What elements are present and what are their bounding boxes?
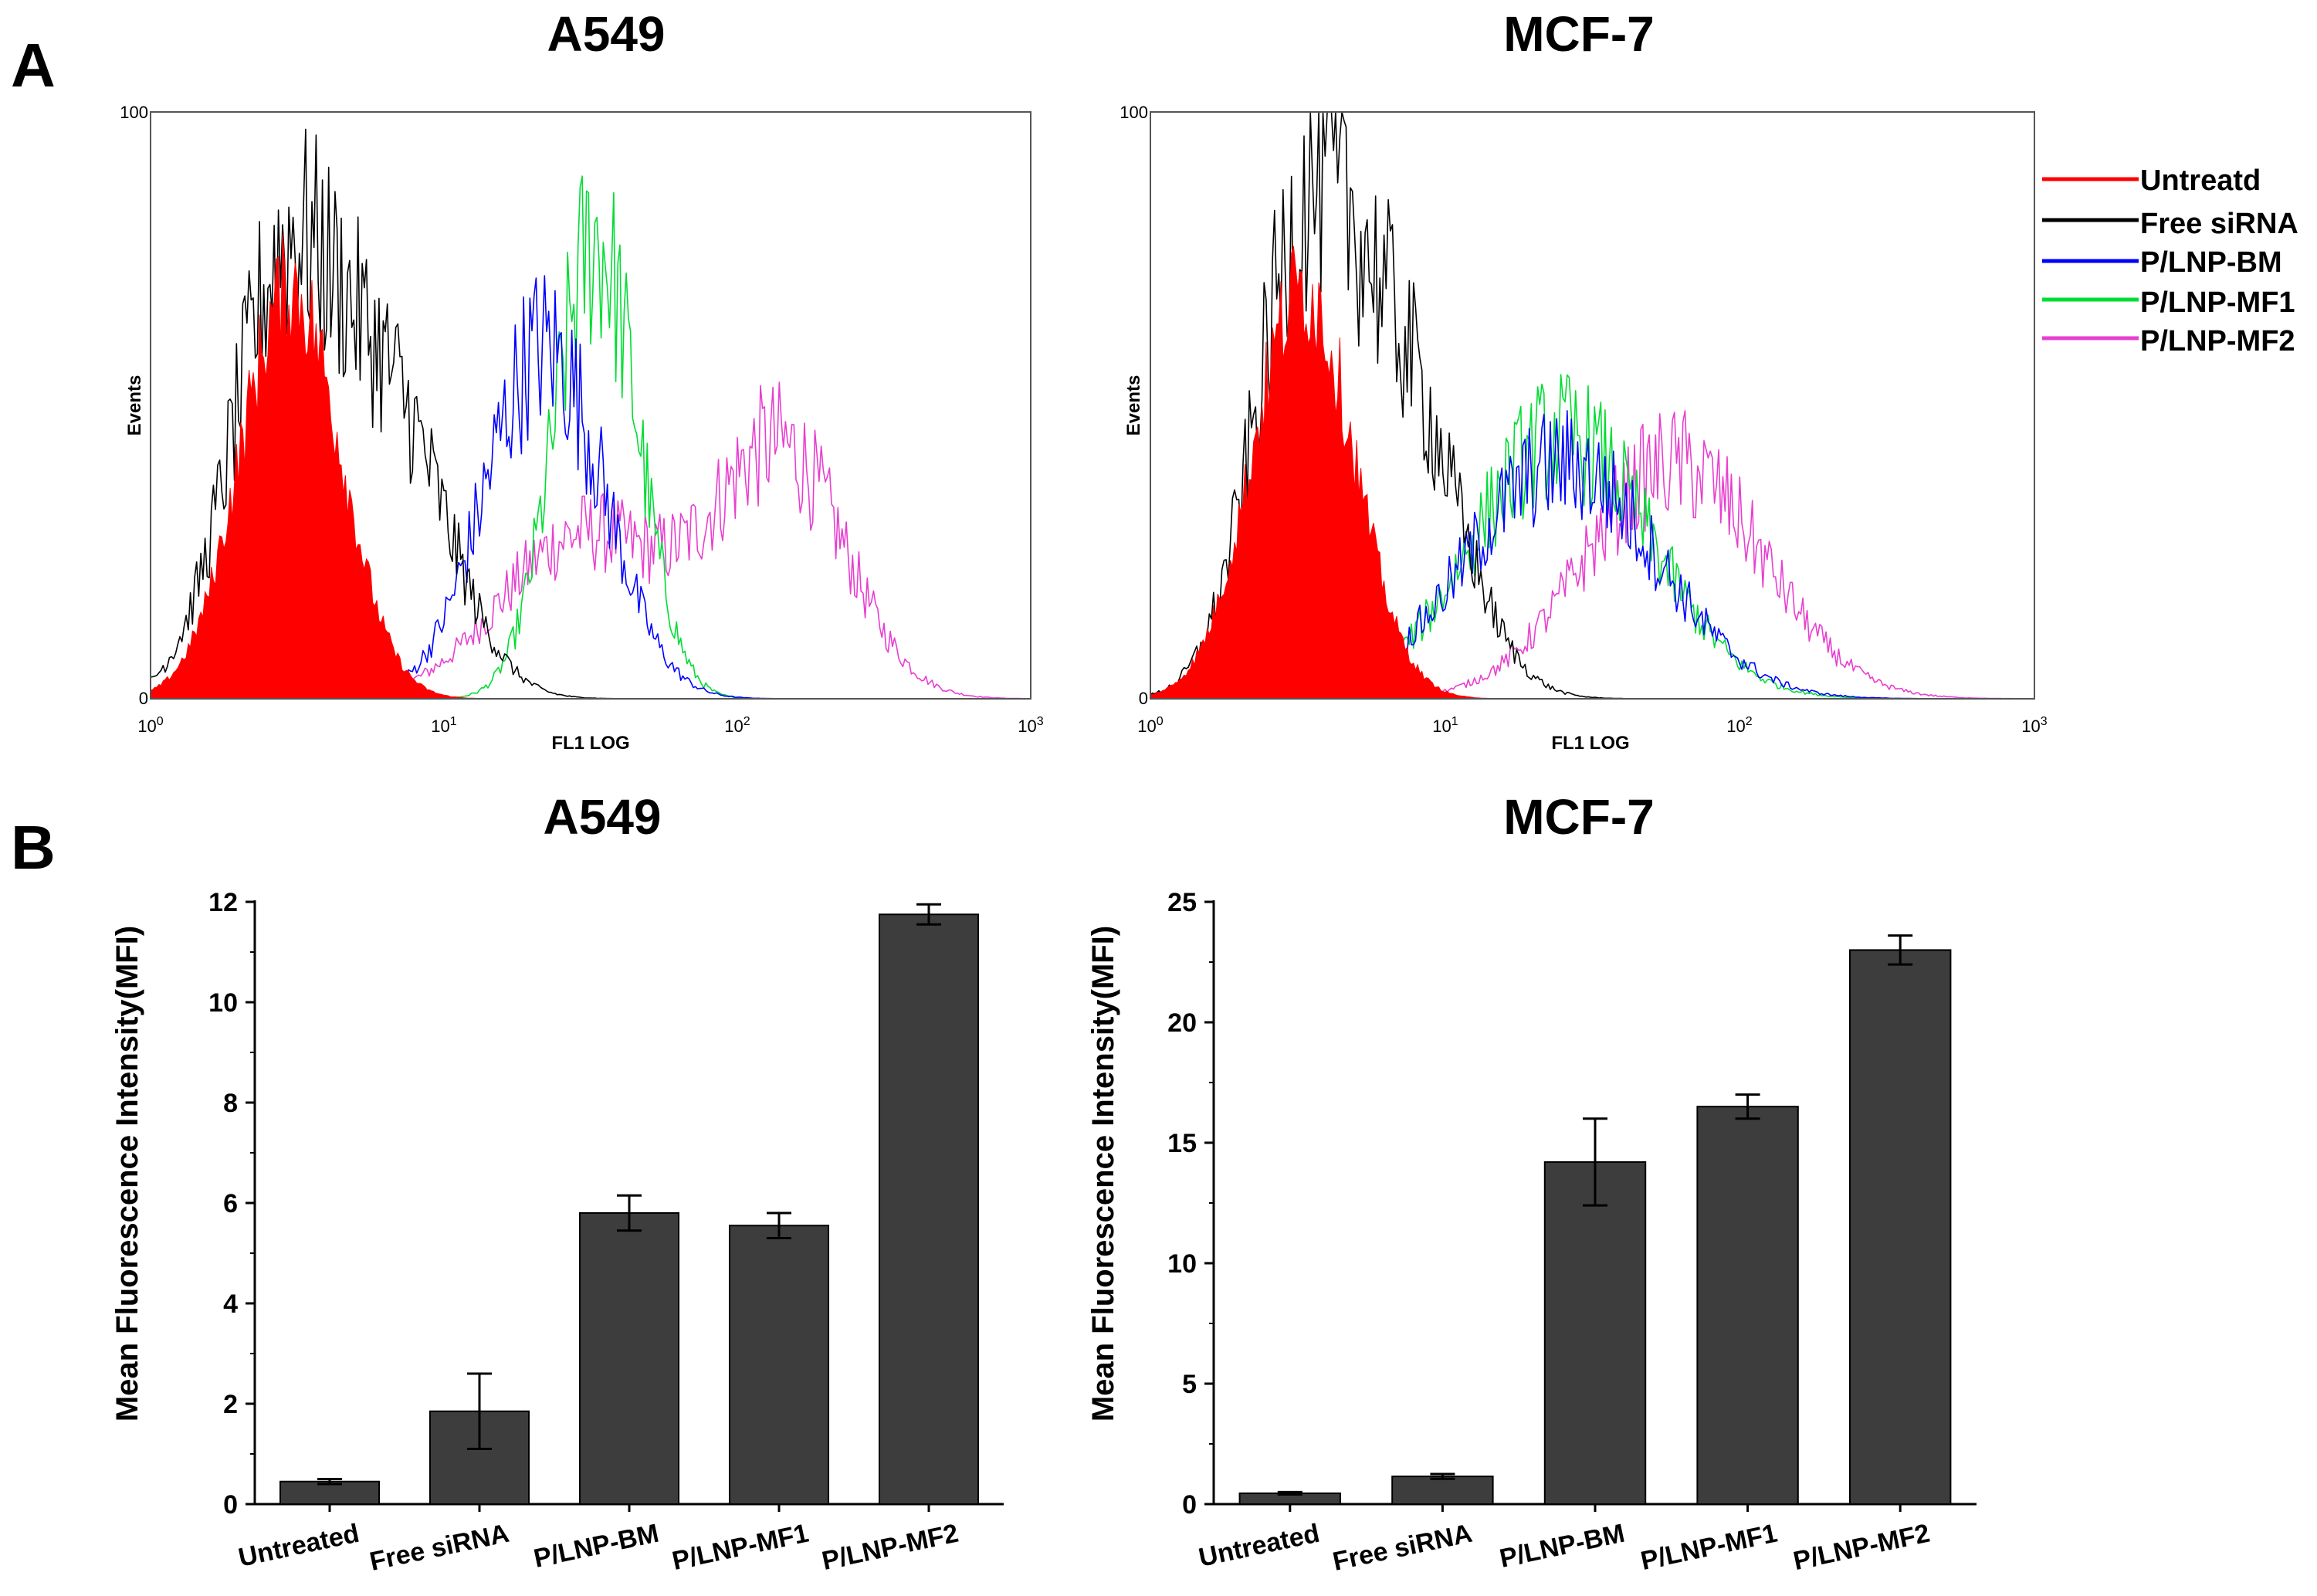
bar-chart-ytick-label: 10 [1167,1249,1197,1279]
legend-label-untreatd: Untreatd [2140,164,2261,197]
bar-chart-ytick-label: 8 [223,1089,238,1118]
histogram-a549-series [150,128,1031,700]
bar-chart-ytick-label: 6 [223,1189,238,1218]
panel-letter-a: A [11,31,56,100]
histogram-mcf7-ytick-bottom: 0 [1139,689,1148,708]
histogram-mcf7-frame [1150,111,2035,700]
bar-chart-mcf7: MCF-7 Mean Fluorescence Intensity(MFI) 0… [1086,789,1977,1577]
histogram-mcf7-xtick: 101 [1432,715,1458,736]
bar-category-label: P/LNP-MF2 [1790,1519,1932,1576]
bar-p-lnp-mf2 [1848,949,1952,1505]
histogram-a549-ytick-top: 100 [120,103,148,122]
histogram-mcf7-ytick-top: 100 [1120,103,1148,122]
bar-chart-mcf7-title: MCF-7 [1503,789,1655,845]
histogram-mcf7: MCF-7 100 0 Events 100 101 102 103 FL1 L… [1120,6,2048,754]
bar-category-label: P/LNP-BM [1497,1519,1628,1574]
bar-chart-a549: A549 Mean Fluorescence Intensity(MFI) 0 2… [110,789,1004,1577]
histogram-mcf7-xtick: 102 [1726,715,1752,736]
histogram-legend: Untreatd Free siRNA P/LNP-BM P/LNP-MF1 P… [2042,164,2298,357]
bar-chart-a549-ylabel: Mean Fluorescence Intensity(MFI) [110,926,144,1421]
bar-chart-ytick-label: 15 [1167,1129,1197,1158]
histogram-a549-xtick: 100 [137,715,163,736]
bar-category-label: Free siRNA [1330,1519,1475,1577]
bar-category-label: Free siRNA [367,1519,511,1577]
bar-p-lnp-mf1 [1696,1106,1799,1505]
bar-chart-ytick-label: 10 [208,988,238,1018]
panel-letter-b: B [11,813,56,882]
histogram-a549-frame [150,111,1031,700]
histogram-mcf7-xticks: 100 101 102 103 [1137,715,2047,736]
bar-chart-ytick-label: 2 [223,1390,238,1419]
histogram-a549-xtick: 103 [1018,715,1043,736]
histogram-a549-title: A549 [547,6,666,62]
histogram-mcf7-xlabel: FL1 LOG [1551,733,1629,754]
histogram-mcf7-series [1150,111,2034,700]
bar-p-lnp-bm [578,1212,680,1505]
legend-label-free-sirna: Free siRNA [2140,208,2298,240]
histogram-a549-xticks: 100 101 102 103 [137,715,1043,736]
bar-chart-ytick-label: 25 [1167,888,1197,917]
bar-chart-ytick-label: 12 [208,888,238,917]
histogram-a549-ylabel: Events [124,375,145,436]
bar-category-label: Untreated [1196,1519,1322,1573]
bar-chart-ytick-label: 0 [1182,1490,1197,1520]
legend-label-p-lnp-mf1: P/LNP-MF1 [2140,286,2295,319]
bar-category-label: P/LNP-MF1 [1638,1519,1780,1576]
histogram-mcf7-xtick: 100 [1137,715,1163,736]
histogram-a549-xtick: 101 [431,715,456,736]
bar-chart-ytick-label: 20 [1167,1008,1197,1038]
bar-chart-ytick-label: 5 [1182,1370,1197,1399]
bar-free-sirna [1391,1476,1494,1505]
bar-category-label: P/LNP-MF2 [819,1519,960,1576]
histogram-mcf7-xtick: 103 [2021,715,2047,736]
legend-label-p-lnp-mf2: P/LNP-MF2 [2140,325,2295,357]
legend-label-p-lnp-bm: P/LNP-BM [2140,246,2282,279]
histogram-mcf7-title: MCF-7 [1503,6,1655,62]
bar-chart-mcf7-ylabel: Mean Fluorescence Intensity(MFI) [1086,926,1120,1421]
histogram-a549: A549 100 0 Events 100 101 102 103 FL1 LO… [120,6,1044,754]
histogram-a549-xtick: 102 [724,715,750,736]
bar-chart-ytick-label: 4 [223,1289,238,1319]
bar-p-lnp-mf2 [878,913,980,1505]
bar-category-label: Untreated [236,1519,362,1573]
bar-chart-ytick-label: 0 [223,1490,238,1520]
bar-category-label: P/LNP-BM [531,1519,662,1574]
bar-p-lnp-mf1 [728,1225,830,1505]
bar-category-label: P/LNP-MF1 [669,1519,811,1576]
histogram-mcf7-ylabel: Events [1123,375,1144,436]
bar-p-lnp-bm [1543,1161,1647,1505]
histogram-a549-xlabel: FL1 LOG [551,733,629,754]
bar-chart-a549-title: A549 [544,789,662,845]
histogram-a549-ytick-bottom: 0 [139,689,148,708]
